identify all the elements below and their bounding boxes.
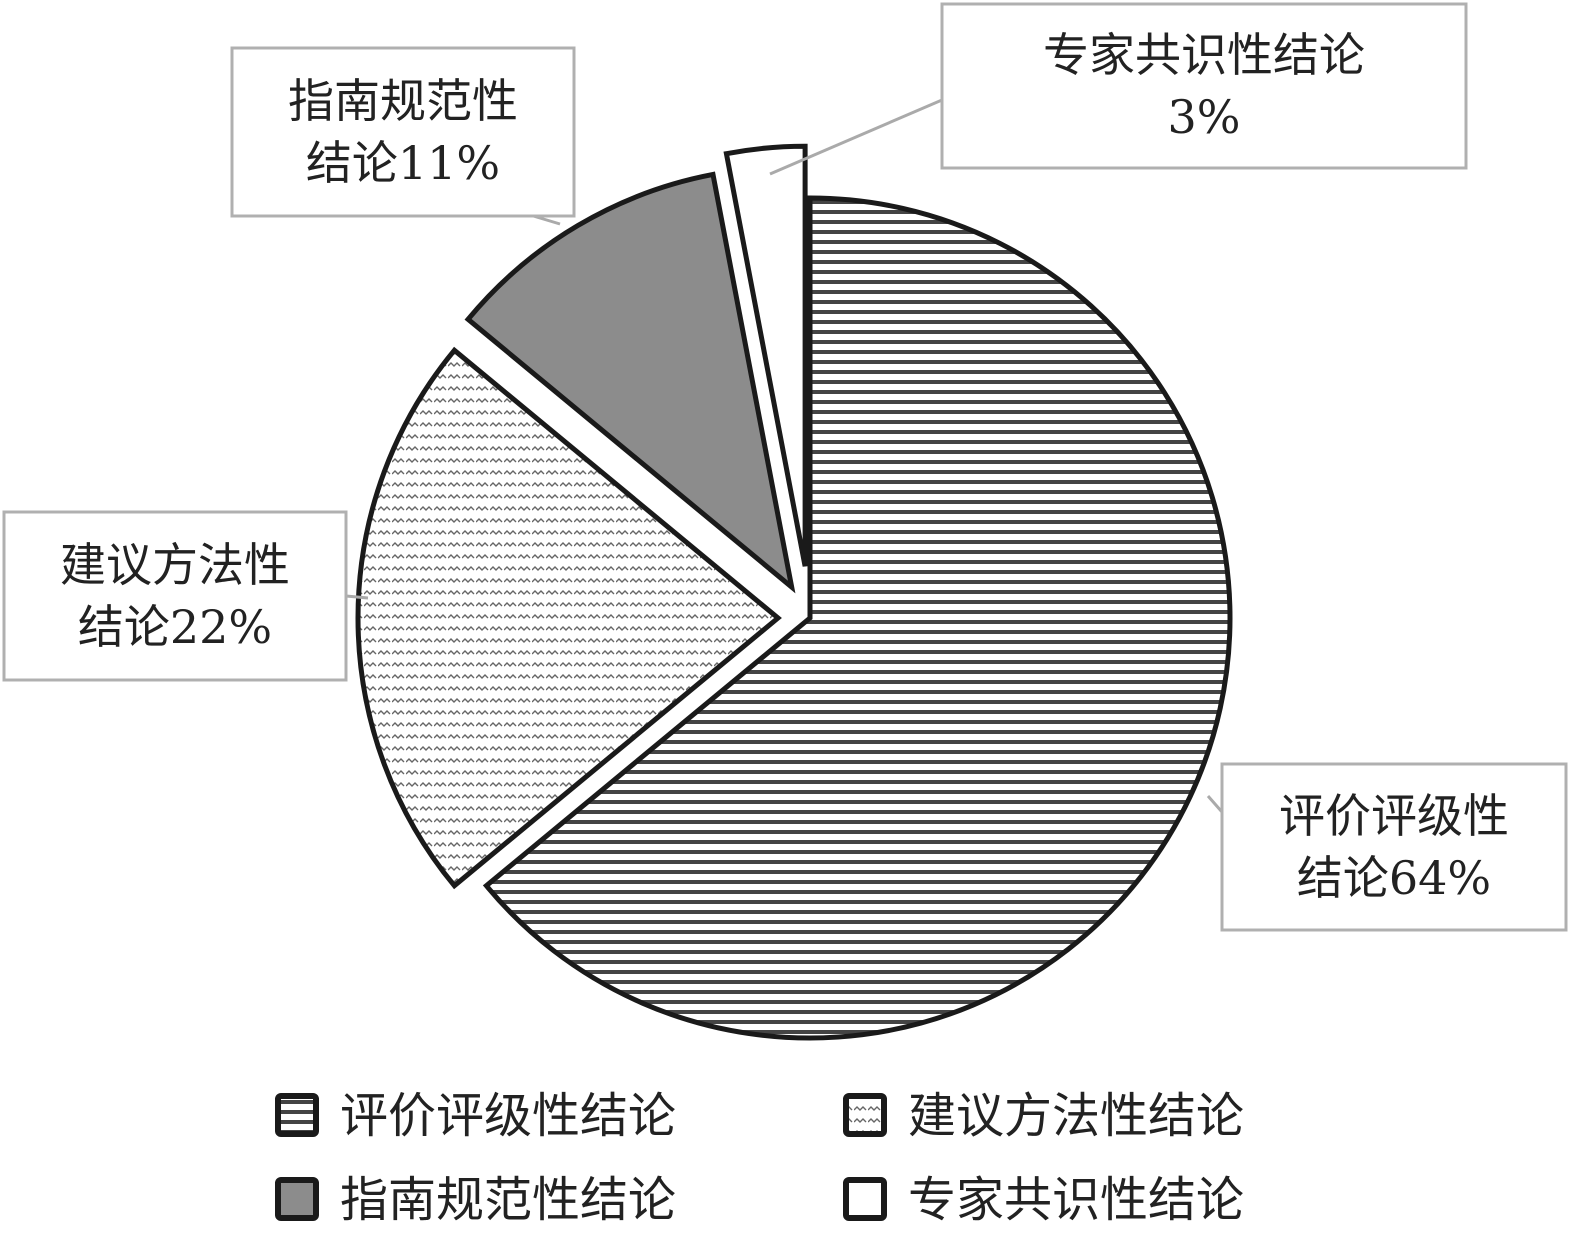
pie-slice	[723, 143, 808, 567]
pie-slice	[482, 195, 1233, 1041]
slice-label: 专家共识性结论 3%	[940, 2, 1468, 170]
slice-label-box	[2, 510, 348, 682]
legend-item: 建议方法性结论	[843, 1088, 1244, 1144]
slice-label-text: 评价评级性	[1279, 789, 1509, 843]
legend-item: 评价评级性结论	[275, 1088, 676, 1144]
pie-slices	[355, 143, 1233, 1041]
leader-line	[769, 98, 943, 176]
leader-line	[345, 594, 369, 600]
legend-item: 指南规范性结论	[275, 1172, 676, 1228]
slice-label-text: 3%	[1168, 90, 1241, 144]
pie-slice	[464, 171, 796, 594]
slice-label-text: 指南规范性	[288, 74, 518, 128]
slice-label-text: 专家共识性结论	[1043, 28, 1365, 82]
legend-label: 指南规范性结论	[340, 1172, 676, 1228]
legend-swatch	[843, 1177, 887, 1221]
slice-label-text: 建议方法性	[60, 538, 290, 592]
slice-label-text: 结论22%	[78, 600, 272, 654]
legend-label: 专家共识性结论	[908, 1172, 1244, 1228]
legend-label: 评价评级性结论	[340, 1088, 676, 1144]
legend-swatch	[275, 1093, 319, 1137]
legend-item: 专家共识性结论	[843, 1172, 1244, 1228]
legend-swatch	[843, 1093, 887, 1137]
legend-label: 建议方法性结论	[908, 1088, 1244, 1144]
slice-label-box	[230, 46, 576, 218]
slice-label-text: 结论64%	[1297, 851, 1491, 905]
slice-label-box	[940, 2, 1468, 170]
leader-line	[1206, 795, 1224, 813]
legend-swatch	[275, 1177, 319, 1221]
slice-label-box	[1220, 762, 1568, 932]
slice-label-text: 结论11%	[306, 136, 500, 190]
pie-slice	[355, 346, 782, 890]
